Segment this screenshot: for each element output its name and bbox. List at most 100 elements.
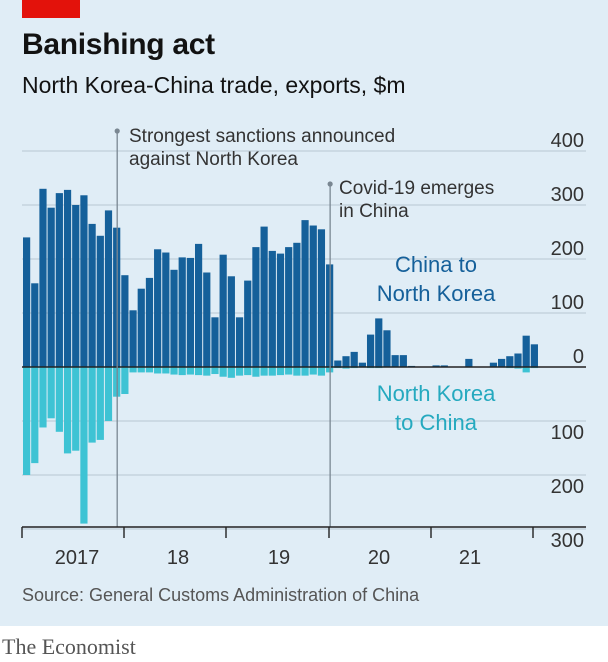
export-bar xyxy=(145,277,154,367)
export-bar xyxy=(498,358,506,367)
series-label-imports: to China xyxy=(395,410,478,435)
export-bar xyxy=(358,362,366,367)
chart-subtitle: North Korea-China trade, exports, $m xyxy=(22,72,406,98)
export-bar xyxy=(235,317,244,367)
export-bar xyxy=(432,365,440,367)
export-bar xyxy=(391,355,399,367)
import-bar xyxy=(227,367,235,378)
export-bar xyxy=(129,310,137,367)
export-bar xyxy=(465,358,473,367)
import-bar xyxy=(260,367,268,376)
y-tick-label: 0 xyxy=(573,346,584,368)
export-bar xyxy=(154,249,162,367)
import-bar xyxy=(317,367,326,376)
annotation-text: against North Korea xyxy=(129,149,298,170)
export-bar xyxy=(194,243,203,367)
import-bar xyxy=(252,367,260,377)
import-bar xyxy=(514,367,522,369)
export-bar xyxy=(88,223,96,367)
export-bar xyxy=(366,334,375,367)
export-bar xyxy=(39,188,47,367)
export-bar xyxy=(334,360,342,367)
export-bar xyxy=(72,205,80,367)
export-bar xyxy=(530,344,538,367)
export-bar xyxy=(268,250,276,367)
import-bar xyxy=(137,367,145,373)
chart-title: Banishing act xyxy=(22,28,215,61)
export-bar xyxy=(23,237,31,367)
export-bar xyxy=(186,257,194,367)
export-bar xyxy=(96,235,104,367)
annotation-text: Covid-19 emerges xyxy=(339,178,494,199)
export-bar xyxy=(47,207,55,367)
export-bar xyxy=(252,247,260,367)
publisher-logo-text: The Economist xyxy=(2,634,136,659)
annotation-dot xyxy=(114,128,120,134)
x-tick-label: 19 xyxy=(268,547,290,569)
import-bar xyxy=(235,367,244,376)
import-bar xyxy=(80,367,88,524)
export-bar xyxy=(276,253,285,367)
import-bar xyxy=(522,367,530,373)
y-tick-label: 200 xyxy=(551,476,584,498)
export-bar xyxy=(293,242,301,367)
series-labels-layer: China to North Korea North Korea to China xyxy=(377,252,496,435)
import-bar xyxy=(129,367,137,373)
export-bar xyxy=(244,280,252,367)
import-bar xyxy=(285,367,293,375)
import-bar xyxy=(342,367,350,369)
export-bar xyxy=(399,355,407,367)
import-bar xyxy=(276,367,285,376)
series-label-exports: North Korea xyxy=(377,281,496,306)
x-tick-label: 20 xyxy=(368,547,390,569)
source-note: Source: General Customs Administration o… xyxy=(22,585,420,605)
export-bar xyxy=(31,283,39,367)
brand-red-tag xyxy=(22,0,80,18)
import-bar xyxy=(293,367,301,376)
annotation-text: in China xyxy=(339,201,409,222)
export-bar xyxy=(522,335,530,367)
export-bar xyxy=(342,356,350,367)
export-bar xyxy=(514,353,522,367)
import-bar xyxy=(47,367,55,419)
import-bar xyxy=(170,367,178,375)
export-bar xyxy=(317,229,326,367)
y-tick-label: 100 xyxy=(551,422,584,444)
export-bar xyxy=(309,225,317,367)
import-bar xyxy=(96,367,104,440)
import-bar xyxy=(88,367,96,443)
bars-layer xyxy=(23,188,538,524)
import-bar xyxy=(39,367,47,428)
export-bar xyxy=(489,362,498,367)
import-bar xyxy=(203,367,211,376)
export-bar xyxy=(170,269,178,367)
export-bar xyxy=(440,365,448,367)
x-tick-label: 21 xyxy=(459,547,481,569)
import-bar xyxy=(31,367,39,464)
export-bar xyxy=(203,272,211,367)
export-bar xyxy=(121,275,129,367)
export-bar xyxy=(211,317,219,367)
y-tick-label: 100 xyxy=(551,292,584,314)
export-bar xyxy=(285,247,293,367)
series-label-exports: China to xyxy=(395,252,477,277)
import-bar xyxy=(72,367,80,451)
export-bar xyxy=(350,351,358,367)
export-bar xyxy=(301,220,309,367)
annotation-text: Strongest sanctions announced xyxy=(129,126,395,147)
y-tick-label: 300 xyxy=(551,530,584,552)
import-bar xyxy=(219,367,227,377)
import-bar xyxy=(178,367,186,376)
import-bar xyxy=(194,367,203,376)
import-bar xyxy=(244,367,252,376)
import-bar xyxy=(145,367,154,373)
import-bar xyxy=(154,367,162,374)
export-bar xyxy=(383,330,391,367)
export-bar xyxy=(63,189,72,367)
export-bar xyxy=(55,193,63,367)
export-bar xyxy=(137,288,145,367)
import-bar xyxy=(162,367,170,374)
import-bar xyxy=(186,367,194,375)
export-bar xyxy=(80,195,88,367)
